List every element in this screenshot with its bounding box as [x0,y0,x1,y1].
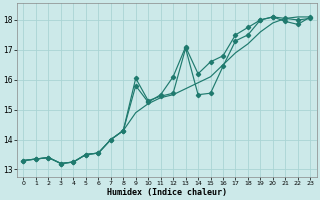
X-axis label: Humidex (Indice chaleur): Humidex (Indice chaleur) [107,188,227,197]
